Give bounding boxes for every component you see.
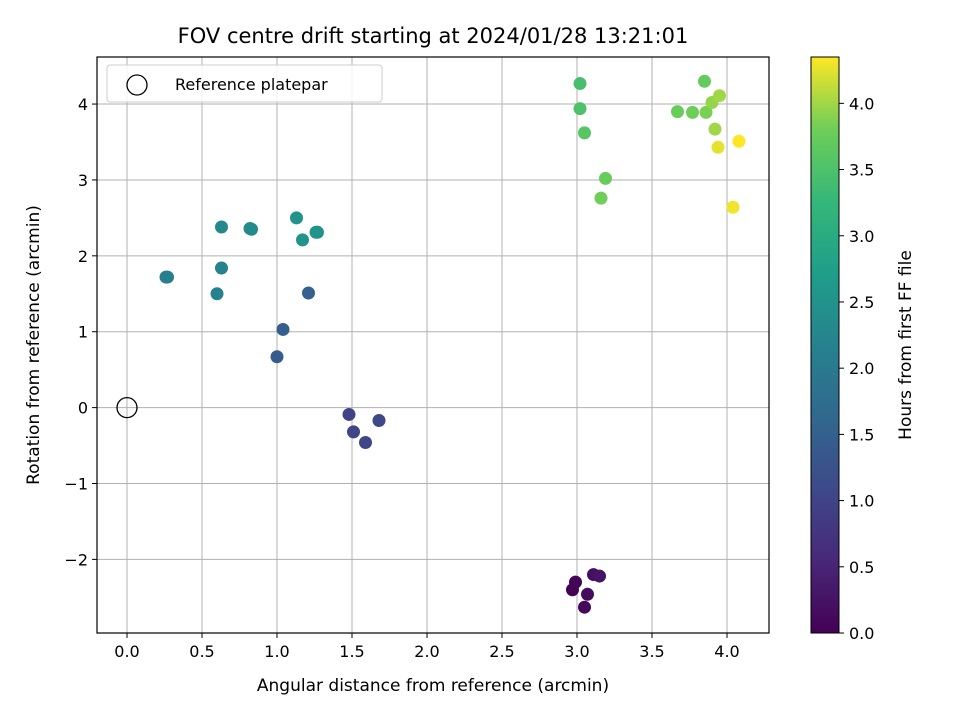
- colorbar-tick-label: 0.0: [849, 624, 874, 643]
- data-point: [726, 200, 740, 214]
- x-tick-label: 0.5: [189, 642, 214, 661]
- data-point: [708, 122, 722, 136]
- y-tick-label: 3: [78, 171, 88, 190]
- data-point: [276, 322, 290, 336]
- legend-marker-reference: [126, 74, 148, 96]
- colorbar-ticks: 0.0 0.5 1.0 1.5 2.0 2.5 3.0 3.5 4.0: [839, 94, 874, 643]
- data-point: [296, 233, 309, 247]
- colorbar-frame: [810, 56, 840, 634]
- y-tick-label: 4: [78, 95, 88, 114]
- y-axis-label: Rotation from reference (arcmin): [24, 205, 44, 485]
- data-point: [699, 105, 713, 119]
- y-axis-ticks: −2 −1 0 1 2 3 4: [64, 95, 97, 569]
- x-tick-label: 3.0: [564, 642, 589, 661]
- colorbar-tick-label: 1.0: [849, 492, 874, 511]
- grid-lines: [97, 57, 769, 633]
- x-tick-label: 2.5: [489, 642, 514, 661]
- y-tick-label: −2: [64, 550, 88, 569]
- x-tick-label: 2.0: [414, 642, 439, 661]
- data-point: [372, 414, 386, 428]
- colorbar-tick-label: 2.0: [849, 359, 874, 378]
- colorbar-tick-label: 0.5: [849, 558, 874, 577]
- data-point: [578, 600, 591, 614]
- data-point: [359, 436, 372, 450]
- legend-box: [106, 64, 383, 103]
- chart-title: FOV centre drift starting at 2024/01/28 …: [178, 24, 689, 48]
- reference-platepar-marker: [116, 396, 138, 419]
- colorbar-label: Hours from first FF file: [896, 250, 916, 440]
- reference-marker-layer: [116, 396, 138, 419]
- legend-label-reference: Reference platepar: [175, 75, 328, 94]
- x-axis-ticks: 0.0 0.5 1.0 1.5 2.0 2.5 3.0 3.5 4.0: [114, 633, 740, 661]
- data-points: [159, 74, 746, 614]
- data-point: [302, 286, 315, 300]
- y-tick-label: 2: [78, 247, 88, 266]
- data-point: [732, 134, 746, 148]
- data-point: [215, 261, 228, 275]
- data-point: [581, 587, 594, 601]
- y-tick-label: 0: [78, 399, 88, 418]
- data-point: [599, 171, 612, 185]
- legend: Reference platepar: [106, 64, 383, 103]
- colorbar: 0.0 0.5 1.0 1.5 2.0 2.5 3.0 3.5 4.0 Hours from f…: [810, 56, 916, 643]
- colorbar-gradient: [811, 57, 839, 633]
- y-tick-label: −1: [64, 474, 88, 493]
- data-point: [245, 222, 258, 236]
- data-point: [270, 350, 284, 364]
- x-tick-label: 3.5: [639, 642, 664, 661]
- data-point: [594, 191, 608, 205]
- data-point: [593, 569, 606, 583]
- data-point: [342, 407, 356, 421]
- x-tick-label: 1.5: [339, 642, 364, 661]
- data-point: [311, 225, 324, 239]
- x-tick-label: 1.0: [264, 642, 289, 661]
- data-point: [347, 425, 360, 439]
- data-point: [686, 105, 699, 119]
- data-point: [573, 77, 587, 91]
- y-tick-label: 1: [78, 323, 88, 342]
- x-tick-label: 0.0: [114, 642, 139, 661]
- data-point: [713, 89, 726, 103]
- data-point: [290, 211, 303, 225]
- data-point: [711, 140, 725, 154]
- colorbar-tick-label: 4.0: [849, 94, 874, 113]
- colorbar-tick-label: 1.5: [849, 425, 874, 444]
- x-tick-label: 4.0: [714, 642, 739, 661]
- plot-frame: [96, 56, 770, 634]
- data-point: [671, 105, 684, 119]
- x-axis-label: Angular distance from reference (arcmin): [257, 676, 609, 696]
- data-point: [698, 74, 711, 88]
- data-point: [569, 575, 582, 589]
- data-point: [578, 126, 591, 140]
- colorbar-tick-label: 3.0: [849, 227, 874, 246]
- colorbar-tick-label: 2.5: [849, 293, 874, 312]
- colorbar-tick-label: 3.5: [849, 161, 874, 180]
- data-point: [161, 270, 174, 284]
- data-point: [573, 102, 587, 116]
- data-point: [215, 220, 228, 234]
- data-point: [210, 287, 224, 301]
